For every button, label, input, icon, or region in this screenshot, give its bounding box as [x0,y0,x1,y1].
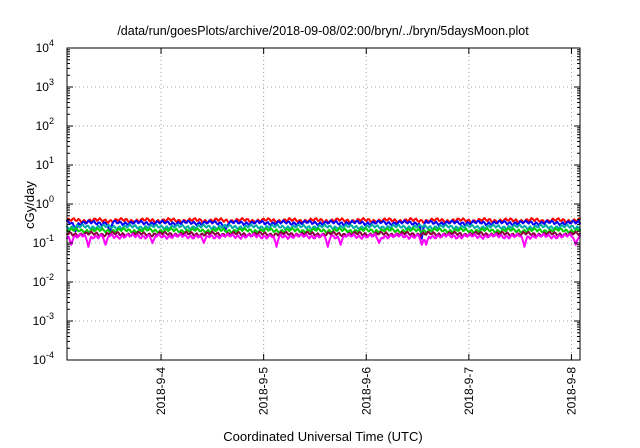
y-tick-label: 104 [36,38,54,55]
y-tick-label: 102 [36,116,54,133]
series-line [66,223,581,231]
x-tick-labels: 2018-9-4 2018-9-5 2018-9-6 2018-9-7 2018-9-8 [154,367,578,415]
y-tick-label: 100 [36,194,54,211]
y-tick-label: 103 [36,77,54,94]
plot-frame [66,47,581,361]
y-tick-label: 10-2 [33,272,54,289]
series-layer [66,217,581,248]
grid [67,48,580,360]
y-tick-labels: 10-4 10-3 10-2 10-1 100 101 102 103 104 [33,38,54,367]
x-tick-label: 2018-9-4 [154,367,168,415]
y-tick-label: 101 [36,155,54,172]
y-tick-label: 10-4 [33,350,54,367]
x-tick-label: 2018-9-6 [359,367,373,415]
y-tick-label: 10-3 [33,311,54,328]
x-tick-label: 2018-9-7 [462,367,476,415]
x-tick-label: 2018-9-8 [564,367,578,415]
series-line [66,232,581,248]
series-line [66,227,581,235]
y-axis-title: cGy/day [22,181,37,229]
y-tick-label: 10-1 [33,233,54,250]
x-tick-label: 2018-9-5 [257,367,271,415]
x-axis-title: Coordinated Universal Time (UTC) [223,429,422,444]
chart-title: /data/run/goesPlots/archive/2018-09-08/0… [117,24,529,38]
